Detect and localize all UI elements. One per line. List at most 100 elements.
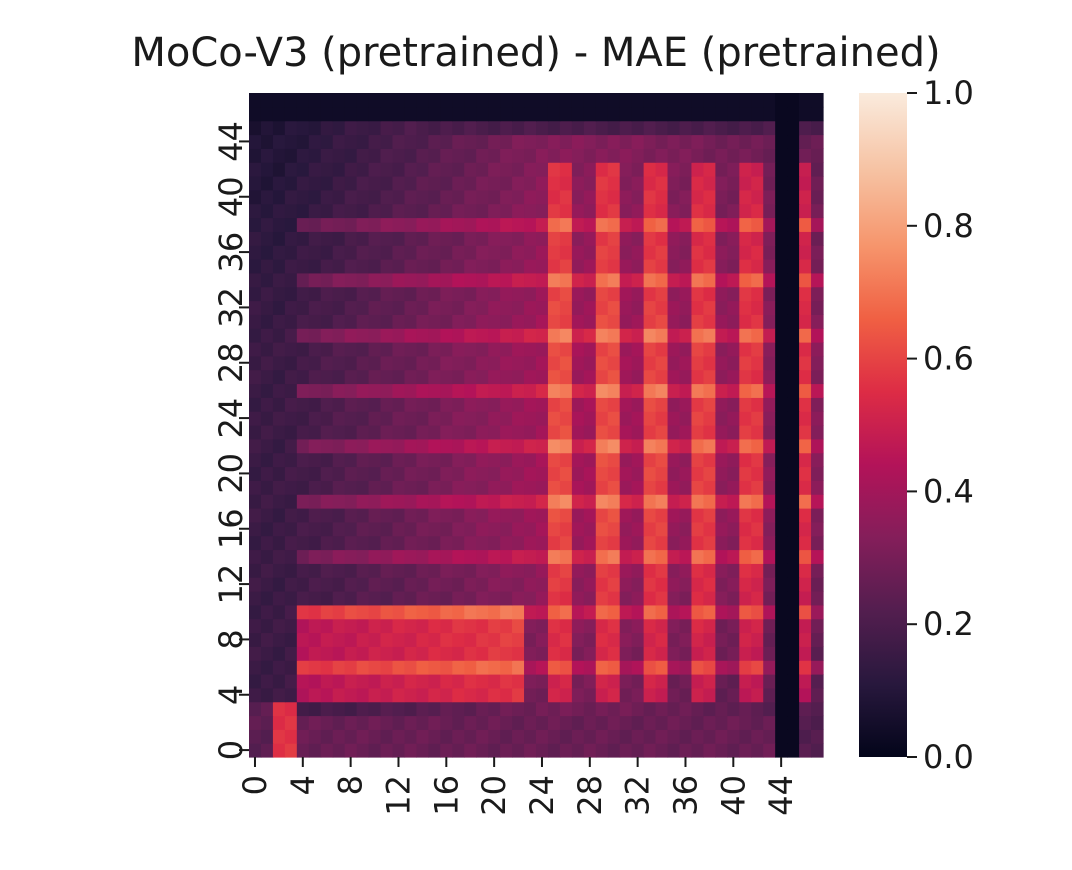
heatmap-cell bbox=[763, 618, 776, 634]
heatmap-cell bbox=[595, 494, 609, 509]
heatmap-cell bbox=[344, 300, 358, 315]
y-tick-label: 20 bbox=[212, 453, 250, 494]
heatmap-cell bbox=[559, 494, 573, 509]
heatmap-cell bbox=[488, 328, 501, 343]
heatmap-cell bbox=[488, 120, 501, 136]
y-tick-label: 28 bbox=[212, 342, 250, 383]
heatmap-cell bbox=[249, 355, 262, 371]
heatmap-cell bbox=[488, 480, 501, 495]
heatmap-cell bbox=[751, 189, 764, 205]
heatmap-cell bbox=[452, 383, 465, 398]
heatmap-cell bbox=[547, 259, 561, 274]
heatmap-cell bbox=[607, 397, 621, 412]
heatmap-cell bbox=[249, 217, 262, 232]
heatmap-cell bbox=[631, 466, 645, 481]
heatmap-cell bbox=[380, 134, 394, 149]
heatmap-cell bbox=[691, 217, 705, 232]
heatmap-cell bbox=[392, 355, 406, 371]
heatmap-cell bbox=[655, 231, 669, 246]
heatmap-cell bbox=[679, 106, 693, 122]
heatmap-cell bbox=[392, 604, 406, 620]
heatmap-cell bbox=[787, 687, 800, 703]
heatmap-cell bbox=[751, 715, 764, 730]
heatmap-cell bbox=[249, 203, 262, 219]
heatmap-cell bbox=[775, 743, 788, 758]
heatmap-cell bbox=[272, 438, 286, 454]
heatmap-cell bbox=[715, 272, 728, 288]
heatmap-cell bbox=[763, 217, 776, 232]
heatmap-cell bbox=[296, 646, 310, 661]
heatmap-cell bbox=[703, 203, 716, 219]
heatmap-cell bbox=[619, 134, 633, 149]
heatmap-cell bbox=[595, 563, 609, 578]
heatmap-cell bbox=[416, 120, 429, 136]
heatmap-cell bbox=[799, 217, 812, 232]
heatmap-cell bbox=[308, 355, 322, 371]
heatmap-cell bbox=[488, 134, 501, 149]
heatmap-cell bbox=[679, 729, 693, 744]
heatmap-cell bbox=[763, 535, 776, 551]
heatmap-cell bbox=[727, 120, 740, 136]
heatmap-cell bbox=[296, 577, 310, 592]
heatmap-cell bbox=[595, 549, 609, 564]
heatmap-cell bbox=[667, 591, 681, 606]
heatmap-cell bbox=[571, 259, 585, 274]
heatmap-cell bbox=[512, 300, 525, 315]
heatmap-cell bbox=[308, 134, 322, 149]
heatmap-cell bbox=[763, 300, 776, 315]
heatmap-cell bbox=[727, 660, 740, 675]
heatmap-cell bbox=[571, 355, 585, 371]
heatmap-cell bbox=[559, 162, 573, 177]
heatmap-cell bbox=[619, 328, 633, 343]
heatmap-cell bbox=[464, 369, 477, 385]
heatmap-cell bbox=[727, 508, 740, 523]
heatmap-cell bbox=[368, 604, 382, 620]
heatmap-cell bbox=[775, 148, 788, 163]
heatmap-cell bbox=[547, 701, 561, 717]
heatmap-cell bbox=[787, 328, 800, 343]
heatmap-cell bbox=[308, 148, 322, 163]
heatmap-cell bbox=[607, 743, 621, 758]
heatmap-cell bbox=[308, 604, 322, 620]
heatmap-cell bbox=[284, 245, 298, 260]
chart-title: MoCo-V3 (pretrained) - MAE (pretrained) bbox=[131, 30, 940, 76]
heatmap-cell bbox=[727, 397, 740, 412]
heatmap-cell bbox=[536, 383, 549, 398]
heatmap-cell bbox=[476, 397, 489, 412]
heatmap-cell bbox=[332, 494, 346, 509]
heatmap-cell bbox=[691, 591, 705, 606]
heatmap-cell bbox=[428, 272, 441, 288]
heatmap-cell bbox=[308, 369, 322, 385]
heatmap-cell bbox=[296, 217, 310, 232]
heatmap-cell bbox=[536, 245, 549, 260]
heatmap-cell bbox=[452, 355, 465, 371]
heatmap-cell bbox=[811, 245, 824, 260]
heatmap-cell bbox=[380, 549, 394, 564]
heatmap-cell bbox=[547, 535, 561, 551]
heatmap-cell bbox=[284, 660, 298, 675]
heatmap-cell bbox=[452, 452, 465, 468]
heatmap-cell bbox=[811, 272, 824, 288]
heatmap-cell bbox=[703, 383, 716, 398]
heatmap-cell bbox=[404, 715, 418, 730]
heatmap-cell bbox=[332, 411, 346, 426]
heatmap-cell bbox=[512, 369, 525, 385]
heatmap-cell bbox=[500, 217, 513, 232]
heatmap-cell bbox=[727, 217, 740, 232]
heatmap-cell bbox=[296, 438, 310, 454]
heatmap-cell bbox=[296, 563, 310, 578]
heatmap-cell bbox=[368, 162, 382, 177]
heatmap-cell bbox=[559, 563, 573, 578]
heatmap-cell bbox=[356, 521, 370, 537]
heatmap-cell bbox=[583, 272, 597, 288]
heatmap-cell bbox=[428, 452, 441, 468]
heatmap-cell bbox=[380, 176, 394, 191]
heatmap-cell bbox=[356, 438, 370, 454]
heatmap-cell bbox=[464, 425, 477, 440]
heatmap-cell bbox=[799, 480, 812, 495]
heatmap-cell bbox=[787, 369, 800, 385]
heatmap-cell bbox=[380, 660, 394, 675]
heatmap-cell bbox=[524, 563, 537, 578]
heatmap-cell bbox=[607, 217, 621, 232]
heatmap-cell bbox=[464, 189, 477, 205]
